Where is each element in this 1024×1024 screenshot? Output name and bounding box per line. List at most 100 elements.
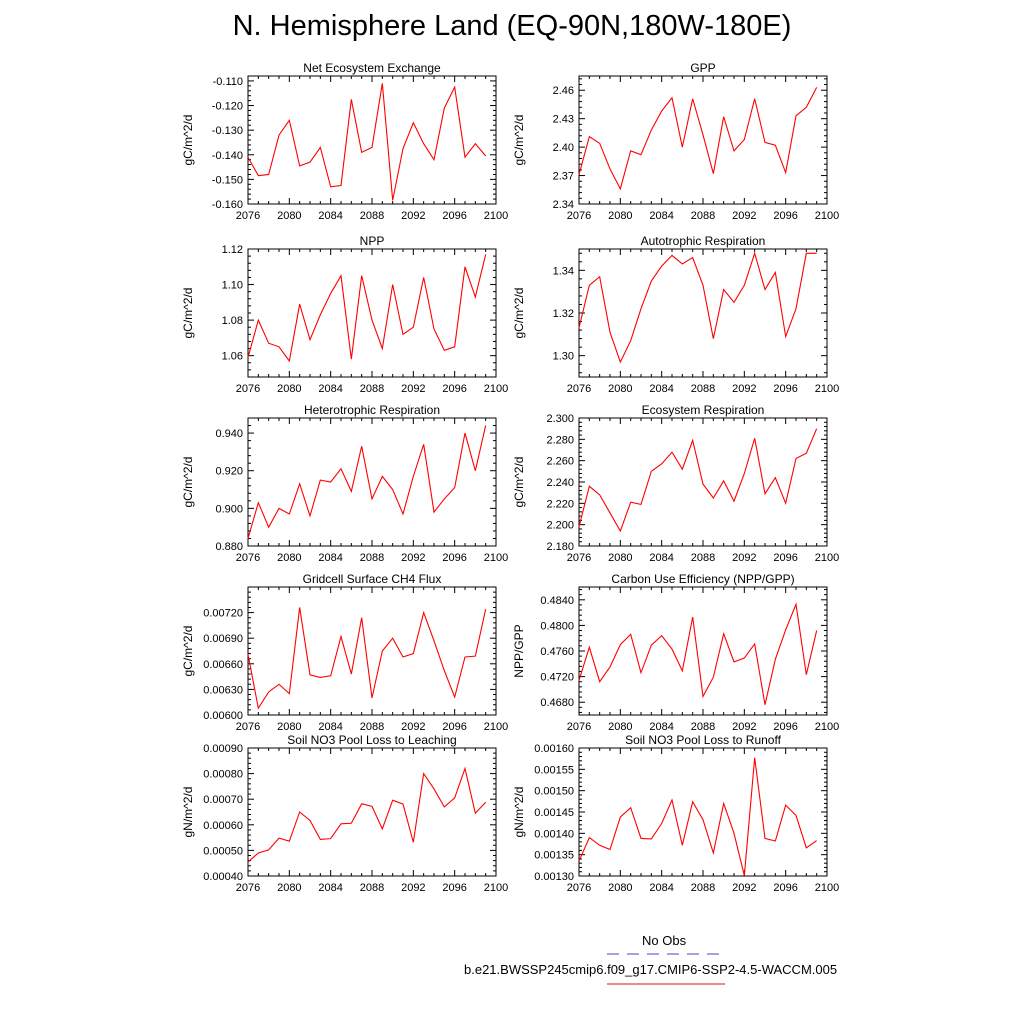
x-tick-label: 2080 [608, 383, 632, 395]
legend-model-label: b.e21.BWSSP245cmip6.f09_g17.CMIP6-SSP2-4… [464, 962, 838, 977]
x-tick-label: 2084 [318, 882, 342, 894]
x-tick-label: 2092 [401, 882, 425, 894]
y-tick-label: 1.12 [222, 244, 243, 256]
chart-title: Ecosystem Respiration [642, 403, 765, 417]
legend-obs-label: No Obs [642, 933, 687, 948]
x-tick-label: 2076 [236, 383, 260, 395]
chart-panel: Autotrophic Respiration gC/m^2/d 2076 2080 2… [512, 234, 839, 395]
chart-panel: Soil NO3 Pool Loss to Leaching gN/m^2/d 20… [181, 733, 508, 894]
y-tick-label: -0.120 [212, 101, 243, 113]
y-tick-label: 0.4840 [540, 595, 574, 607]
series-line [578, 87, 818, 191]
chart-title: Net Ecosystem Exchange [303, 61, 441, 75]
y-tick-label: 0.00090 [203, 743, 243, 755]
x-tick-label: 2080 [277, 383, 301, 395]
x-tick-label: 2100 [815, 721, 839, 733]
y-tick-label: -0.130 [212, 125, 243, 137]
x-tick-label: 2100 [815, 383, 839, 395]
y-tick-label: 2.280 [546, 434, 574, 446]
plot-frame [247, 417, 497, 547]
y-tick-label: 1.10 [222, 280, 243, 292]
legend-obs-line [607, 953, 725, 955]
y-axis-label: NPP/GPP [512, 624, 526, 677]
chart-panel: GPP gC/m^2/d 2076 2080 2084 2088 2092 2096 2100 2… [512, 61, 839, 222]
series-line [247, 766, 487, 863]
x-tick-label: 2088 [691, 383, 715, 395]
y-tick-label: 2.43 [553, 114, 574, 126]
x-tick-label: 2096 [442, 721, 466, 733]
page-title: N. Hemisphere Land (EQ-90N,180W-180E) [232, 10, 792, 42]
y-axis-label: gC/m^2/d [512, 288, 526, 339]
chart-title: Autotrophic Respiration [641, 234, 766, 248]
x-tick-label: 2084 [649, 882, 673, 894]
y-tick-label: 0.00080 [203, 769, 243, 781]
chart-panel: Gridcell Surface CH4 Flux gC/m^2/d 2076 208… [181, 572, 508, 733]
x-tick-label: 2092 [732, 552, 756, 564]
chart-title: Soil NO3 Pool Loss to Runoff [625, 733, 782, 747]
x-tick-label: 2092 [401, 210, 425, 222]
x-tick-label: 2092 [732, 721, 756, 733]
x-tick-label: 2096 [442, 882, 466, 894]
y-tick-label: 0.00155 [534, 764, 574, 776]
y-tick-label: 1.34 [553, 265, 574, 277]
x-tick-label: 2092 [401, 383, 425, 395]
y-tick-label: 0.00150 [534, 786, 574, 798]
y-axis-label: gN/m^2/d [181, 787, 195, 838]
x-tick-label: 2076 [567, 210, 591, 222]
plot-frame [578, 75, 828, 205]
chart-title: Soil NO3 Pool Loss to Leaching [287, 733, 456, 747]
y-tick-label: 2.46 [553, 85, 574, 97]
x-tick-label: 2080 [277, 882, 301, 894]
y-tick-label: 0.4760 [540, 646, 574, 658]
x-tick-label: 2096 [773, 882, 797, 894]
y-tick-label: 2.220 [546, 498, 574, 510]
y-tick-label: 1.08 [222, 315, 243, 327]
y-tick-label: 2.300 [546, 413, 574, 425]
y-tick-label: 0.880 [215, 541, 243, 553]
y-axis-label: gC/m^2/d [181, 115, 195, 166]
x-tick-label: 2088 [360, 882, 384, 894]
x-tick-label: 2084 [649, 552, 673, 564]
y-axis-label: gC/m^2/d [512, 115, 526, 166]
y-tick-label: 2.200 [546, 520, 574, 532]
chart-panel: Heterotrophic Respiration gC/m^2/d 2076 208… [181, 403, 508, 564]
y-tick-label: 0.00070 [203, 794, 243, 806]
x-tick-label: 2088 [360, 210, 384, 222]
series-line [578, 757, 817, 876]
series-line [247, 425, 487, 539]
series-line [578, 602, 818, 705]
y-tick-label: 0.00140 [534, 828, 574, 840]
x-tick-label: 2080 [277, 552, 301, 564]
chart-panel: Carbon Use Efficiency (NPP/GPP) NPP/GPP 20… [512, 572, 839, 733]
y-tick-label: 0.4680 [540, 697, 574, 709]
x-tick-label: 2092 [732, 383, 756, 395]
series-line [578, 428, 818, 533]
x-tick-label: 2100 [815, 882, 839, 894]
y-tick-label: 2.37 [553, 171, 574, 183]
x-tick-label: 2076 [567, 721, 591, 733]
x-tick-label: 2096 [773, 552, 797, 564]
x-tick-label: 2080 [608, 210, 632, 222]
y-axis-label: gN/m^2/d [512, 787, 526, 838]
y-tick-label: 0.00145 [534, 807, 574, 819]
y-tick-label: -0.160 [212, 199, 243, 211]
x-tick-label: 2096 [773, 383, 797, 395]
x-tick-label: 2096 [442, 383, 466, 395]
x-tick-label: 2084 [318, 210, 342, 222]
x-tick-label: 2100 [484, 552, 508, 564]
x-tick-label: 2096 [442, 210, 466, 222]
y-axis-label: gC/m^2/d [512, 457, 526, 508]
y-axis-label: gC/m^2/d [181, 457, 195, 508]
x-tick-label: 2080 [608, 721, 632, 733]
x-tick-label: 2100 [815, 210, 839, 222]
y-tick-label: 0.00040 [203, 871, 243, 883]
y-tick-label: 2.34 [553, 199, 574, 211]
chart-title: Carbon Use Efficiency (NPP/GPP) [611, 572, 794, 586]
y-tick-label: -0.150 [212, 174, 243, 186]
x-tick-label: 2084 [318, 721, 342, 733]
x-tick-label: 2080 [608, 882, 632, 894]
y-tick-label: 0.00630 [203, 684, 243, 696]
chart-panel: NPP gC/m^2/d 2076 2080 2084 2088 2092 2096 2100 1… [181, 234, 508, 395]
x-tick-label: 2088 [691, 882, 715, 894]
